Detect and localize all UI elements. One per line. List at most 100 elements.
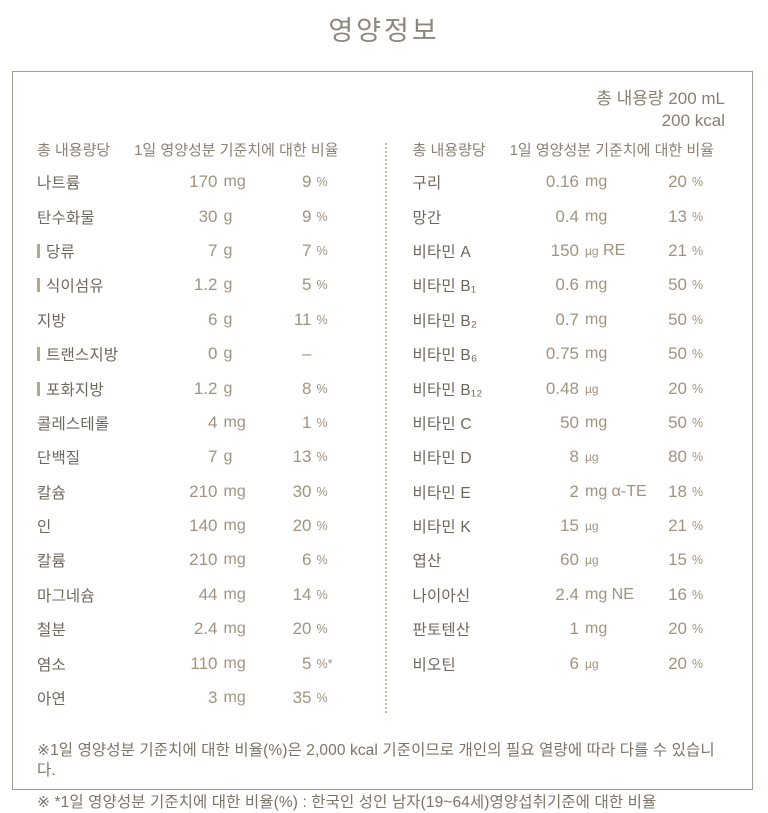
nutrient-amount-unit: mg bbox=[223, 689, 246, 707]
table-row: 철분 2.4 mg 20 % bbox=[37, 612, 339, 646]
subitem-bar bbox=[37, 347, 40, 362]
subitem-bar bbox=[37, 243, 40, 258]
nutrient-percent-value: 50 bbox=[668, 309, 687, 329]
nutrient-percent-value: 13 bbox=[668, 206, 687, 226]
nutrient-label-wrap: 비타민 A bbox=[413, 240, 524, 262]
nutrient-percent-sign: % bbox=[692, 622, 704, 637]
nutrient-amount-unit: mg NE bbox=[585, 585, 634, 603]
nutrient-percent-value: 21 bbox=[668, 240, 687, 260]
nutrient-label: 판토텐산 bbox=[412, 622, 471, 640]
table-header: 총 내용량당 1일 영양성분 기준치에 대한 비율 bbox=[413, 139, 715, 165]
table-row: 비오틴 6 µg 20 % bbox=[413, 646, 715, 680]
nutrient-percent-sign: % bbox=[316, 450, 328, 465]
microgram-unit: µg bbox=[585, 519, 599, 534]
table-row: 판토텐산 1 mg 20 % bbox=[413, 612, 715, 646]
nutrient-amount-unit: g bbox=[223, 379, 233, 397]
nutrient-amount-unit: g bbox=[223, 310, 233, 328]
nutrient-amount-unit: mg bbox=[223, 413, 246, 431]
nutrient-amount-value: 7 bbox=[208, 447, 218, 467]
nutrient-amount-unit: mg bbox=[585, 413, 608, 431]
nutrient-label-wrap: 나트륨 bbox=[37, 171, 162, 193]
nutrient-amount-unit: mg bbox=[585, 276, 608, 294]
nutrient-percent-value: 1 bbox=[302, 412, 312, 432]
nutrient-percent-value: 5 bbox=[302, 275, 312, 295]
nutrient-amount-unit: µg RE bbox=[585, 241, 626, 259]
nutrient-amount-unit: mg bbox=[223, 517, 246, 535]
nutrient-amount-unit: mg bbox=[223, 551, 246, 569]
nutrient-percent-sign: % bbox=[316, 587, 328, 602]
nutrient-label: 칼륨 bbox=[37, 553, 66, 571]
nutrient-amount-unit: µg bbox=[579, 380, 649, 398]
table-row: 나이아신 2.4 mg NE 16 % bbox=[413, 578, 715, 612]
microgram-unit: µg bbox=[585, 553, 599, 568]
nutrient-label: 포화지방 bbox=[46, 381, 104, 399]
table-row: 나트륨 170 mg 9 % bbox=[37, 165, 339, 199]
nutrient-percent-value: 14 bbox=[292, 584, 312, 604]
nutrient-label-wrap: 당류 bbox=[37, 240, 162, 262]
nutrient-label: 엽산 bbox=[412, 553, 442, 571]
nutrient-amount-unit: mg bbox=[585, 310, 608, 328]
nutrient-amount-unit: mg bbox=[223, 173, 246, 191]
table-row: 탄수화물 30 g 9 % bbox=[37, 199, 339, 233]
nutrient-percent-value: 20 bbox=[668, 378, 687, 398]
nutrient-label: 비타민 B₁ bbox=[412, 278, 477, 296]
nutrient-amount-unit: g bbox=[223, 207, 233, 225]
nutrient-table-right: 총 내용량당 1일 영양성분 기준치에 대한 비율 구리 0.16 mg 20 … bbox=[387, 139, 753, 715]
nutrient-percent-sign: % bbox=[692, 553, 704, 568]
table-row: 아연 3 mg 35 % bbox=[37, 681, 339, 715]
nutrient-percent-sign: % bbox=[692, 484, 704, 499]
nutrient-label: 당류 bbox=[46, 243, 75, 261]
nutrient-label-wrap: 식이섬유 bbox=[37, 274, 162, 296]
nutrient-amount-unit: µg bbox=[579, 551, 649, 569]
nutrient-amount-value: 8 bbox=[569, 447, 579, 467]
nutrient-percent-value: 50 bbox=[668, 412, 687, 432]
table-row: 비타민 B₂ 0.7 mg 50 % bbox=[413, 303, 715, 337]
table-body-left: 나트륨 170 mg 9 % 탄수화물 30 g 9 % 당류 7 g 7 % … bbox=[37, 165, 339, 715]
table-row: 비타민 K 15 µg 21 % bbox=[413, 509, 715, 543]
nutrient-amount-value: 2.4 bbox=[193, 619, 218, 639]
nutrient-percent-sign: %* bbox=[316, 656, 333, 671]
table-row: 마그네슘 44 mg 14 % bbox=[37, 578, 339, 612]
nutrient-label: 비타민 B₁₂ bbox=[412, 381, 483, 399]
nutrient-label-wrap: 인 bbox=[37, 515, 162, 537]
nutrient-amount-value: 170 bbox=[189, 172, 218, 192]
nutrient-percent-value: 30 bbox=[292, 481, 312, 501]
nutrient-label-wrap: 비타민 B₁ bbox=[413, 274, 524, 296]
nutrient-label: 비타민 B₆ bbox=[412, 347, 478, 365]
nutrient-percent-sign: % bbox=[316, 415, 328, 430]
table-row: 비타민 B₁ 0.6 mg 50 % bbox=[413, 268, 715, 302]
nutrient-label-wrap: 철분 bbox=[37, 618, 162, 640]
nutrient-percent-value: 35 bbox=[292, 688, 312, 708]
nutrient-label: 마그네슘 bbox=[37, 587, 95, 605]
nutrient-percent-sign: % bbox=[316, 519, 328, 534]
nutrient-percent-sign: % bbox=[692, 415, 704, 430]
table-row: 구리 0.16 mg 20 % bbox=[413, 165, 715, 199]
nutrient-percent-value: 15 bbox=[668, 550, 687, 570]
nutrient-label: 지방 bbox=[37, 312, 66, 330]
nutrient-amount-value: 210 bbox=[189, 481, 218, 501]
table-row: 망간 0.4 mg 13 % bbox=[413, 199, 715, 233]
nutrient-amount-value: 50 bbox=[560, 412, 579, 432]
nutrient-percent-value: 50 bbox=[668, 275, 687, 295]
nutrient-amount-value: 110 bbox=[190, 653, 218, 673]
nutrient-label: 구리 bbox=[412, 175, 442, 193]
nutrient-amount-value: 140 bbox=[189, 516, 218, 536]
nutrient-table-left: 총 내용량당 1일 영양성분 기준치에 대한 비율 나트륨 170 mg 9 %… bbox=[13, 139, 385, 715]
footnote-reference: ※ *1일 영양성분 기준치에 대한 비율(%) : 한국인 성인 남자(19~… bbox=[37, 794, 657, 812]
nutrient-amount-value: 7 bbox=[208, 240, 218, 260]
nutrient-percent-sign: % bbox=[316, 691, 328, 706]
table-row: 칼륨 210 mg 6 % bbox=[37, 543, 339, 577]
nutrient-percent-value: 20 bbox=[292, 516, 312, 536]
nutrient-label: 탄수화물 bbox=[37, 209, 95, 227]
nutrient-percent-value: 20 bbox=[668, 619, 687, 639]
nutrient-label-wrap: 비오틴 bbox=[413, 653, 524, 675]
nutrient-label-wrap: 단백질 bbox=[37, 446, 162, 468]
nutrient-percent-value: 9 bbox=[302, 206, 312, 226]
serving-calories: 200 kcal bbox=[661, 111, 725, 130]
nutrient-percent-value: 21 bbox=[668, 516, 687, 536]
nutrient-amount-value: 2.4 bbox=[555, 584, 579, 604]
nutrient-label: 비오틴 bbox=[412, 656, 456, 674]
nutrient-percent-value: 13 bbox=[292, 447, 312, 467]
nutrient-label: 나이아신 bbox=[412, 587, 471, 605]
nutrient-amount-unit: g bbox=[223, 345, 233, 363]
